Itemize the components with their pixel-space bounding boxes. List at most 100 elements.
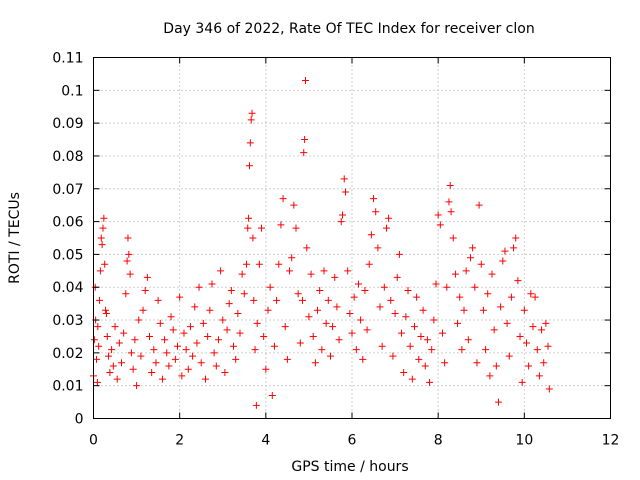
data-point bbox=[501, 247, 509, 255]
data-point bbox=[255, 260, 263, 268]
x-tick-label: 4 bbox=[261, 433, 270, 449]
data-point bbox=[318, 346, 326, 354]
data-point bbox=[96, 267, 104, 275]
y-tick-label: 0.03 bbox=[52, 313, 83, 329]
data-point bbox=[182, 346, 190, 354]
data-point bbox=[469, 244, 477, 252]
data-point bbox=[387, 296, 395, 304]
data-point bbox=[538, 326, 546, 334]
data-point bbox=[320, 267, 328, 275]
data-point bbox=[428, 346, 436, 354]
data-point bbox=[102, 309, 110, 317]
data-point bbox=[90, 336, 98, 344]
data-point bbox=[419, 306, 427, 314]
data-point bbox=[253, 319, 261, 327]
data-point bbox=[264, 306, 272, 314]
data-point bbox=[395, 250, 403, 258]
data-point bbox=[367, 231, 375, 239]
data-point bbox=[133, 382, 141, 390]
data-point bbox=[210, 349, 218, 357]
data-point bbox=[219, 316, 227, 324]
data-point bbox=[158, 375, 166, 383]
y-tick-label: 0.05 bbox=[52, 247, 83, 263]
data-point bbox=[382, 224, 390, 232]
data-point bbox=[208, 280, 216, 288]
data-point bbox=[174, 342, 182, 350]
data-point bbox=[163, 349, 171, 357]
data-point bbox=[199, 319, 207, 327]
data-point bbox=[436, 221, 444, 229]
data-point bbox=[301, 76, 309, 84]
data-point bbox=[247, 116, 255, 124]
data-point bbox=[466, 254, 474, 262]
data-point bbox=[385, 214, 393, 222]
data-point bbox=[156, 319, 164, 327]
data-point bbox=[113, 375, 121, 383]
data-point bbox=[529, 323, 537, 331]
data-point bbox=[309, 332, 317, 340]
data-point bbox=[410, 323, 418, 331]
data-point bbox=[533, 346, 541, 354]
data-point bbox=[294, 290, 302, 298]
data-point bbox=[126, 270, 134, 278]
data-point bbox=[118, 359, 126, 367]
data-point bbox=[124, 234, 132, 242]
data-point bbox=[217, 267, 225, 275]
data-point bbox=[161, 336, 169, 344]
data-point bbox=[370, 195, 378, 203]
data-point bbox=[125, 250, 133, 258]
data-point bbox=[499, 257, 507, 265]
data-point bbox=[120, 329, 128, 337]
data-point bbox=[165, 362, 173, 370]
data-point bbox=[389, 352, 397, 360]
data-point bbox=[376, 303, 384, 311]
data-point bbox=[93, 355, 101, 363]
data-point bbox=[454, 319, 462, 327]
data-point bbox=[150, 346, 158, 354]
y-axis-label: ROTI / TECUs bbox=[7, 192, 23, 284]
data-point bbox=[258, 224, 266, 232]
data-point bbox=[300, 149, 308, 157]
data-point bbox=[540, 359, 548, 367]
data-point bbox=[535, 372, 543, 380]
data-point bbox=[248, 109, 256, 117]
data-point bbox=[225, 300, 233, 308]
data-point bbox=[105, 352, 113, 360]
data-point bbox=[456, 293, 464, 301]
data-point bbox=[277, 221, 285, 229]
data-point bbox=[99, 224, 107, 232]
data-point bbox=[178, 372, 186, 380]
data-point bbox=[525, 362, 533, 370]
data-point bbox=[191, 303, 199, 311]
data-point bbox=[331, 273, 339, 281]
grid-lines bbox=[93, 57, 611, 419]
data-point bbox=[326, 352, 334, 360]
data-point bbox=[490, 326, 498, 334]
data-point bbox=[102, 306, 110, 314]
data-point bbox=[316, 287, 324, 295]
data-point bbox=[400, 369, 408, 377]
x-tick-label: 0 bbox=[89, 433, 98, 449]
data-point bbox=[393, 273, 401, 281]
data-point bbox=[380, 283, 388, 291]
data-point bbox=[193, 339, 201, 347]
data-point bbox=[337, 218, 345, 226]
data-point bbox=[275, 260, 283, 268]
data-point bbox=[115, 339, 123, 347]
data-point bbox=[251, 346, 259, 354]
data-point bbox=[94, 323, 102, 331]
data-point bbox=[460, 306, 468, 314]
y-tick-label: 0.01 bbox=[52, 379, 83, 395]
data-point bbox=[146, 332, 154, 340]
data-point bbox=[545, 385, 553, 393]
data-point bbox=[449, 234, 457, 242]
data-point bbox=[322, 319, 330, 327]
data-point bbox=[357, 316, 365, 324]
data-point bbox=[413, 293, 421, 301]
data-point bbox=[408, 375, 416, 383]
data-point bbox=[507, 293, 515, 301]
data-point bbox=[451, 270, 459, 278]
x-tick-label: 6 bbox=[348, 433, 357, 449]
x-tick-label: 12 bbox=[602, 433, 620, 449]
y-tick-label: 0.11 bbox=[52, 51, 83, 67]
